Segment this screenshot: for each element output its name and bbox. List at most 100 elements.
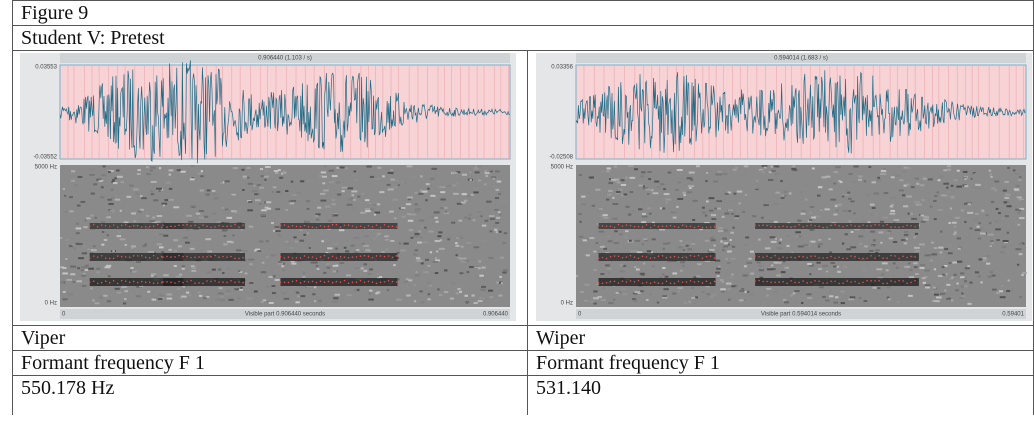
noise [1006, 205, 1012, 208]
formant-dot [218, 281, 220, 283]
noise [627, 213, 632, 216]
noise [159, 233, 164, 236]
noise [944, 195, 951, 198]
noise [86, 217, 91, 220]
noise [909, 268, 913, 271]
noise [278, 218, 282, 221]
noise [275, 171, 279, 174]
formant-dot [198, 282, 200, 284]
noise [1018, 243, 1024, 246]
noise [195, 212, 201, 215]
noise [90, 228, 96, 231]
noise [957, 247, 961, 250]
noise [124, 290, 129, 293]
noise [901, 194, 906, 197]
formant-dot [178, 254, 180, 257]
noise [478, 179, 482, 182]
noise [339, 262, 345, 265]
noise [773, 290, 778, 293]
noise [120, 181, 125, 184]
noise [848, 298, 855, 301]
noise [499, 275, 502, 278]
noise [648, 212, 652, 215]
noise [677, 197, 684, 200]
noise [893, 219, 900, 222]
noise [905, 218, 911, 221]
noise [489, 230, 493, 233]
formant-dot [661, 282, 664, 285]
noise [964, 177, 967, 180]
noise [830, 262, 835, 265]
formant-dot [327, 225, 330, 228]
noise [648, 178, 651, 181]
noise [416, 259, 423, 262]
formant-dot [858, 282, 860, 285]
noise [999, 296, 1006, 299]
noise [247, 182, 254, 185]
formant-dot [886, 282, 888, 285]
noise [169, 198, 174, 201]
formant-dot [633, 256, 636, 258]
noise [427, 187, 430, 190]
amplitude-top: 0.03356 [551, 65, 573, 71]
formant-dot [279, 281, 282, 283]
formant-dot [140, 254, 143, 257]
noise [213, 197, 219, 200]
noise [185, 228, 190, 231]
formant-dot [597, 281, 600, 284]
formant-dot [295, 279, 298, 282]
noise [306, 207, 310, 210]
noise [105, 264, 112, 267]
noise [593, 269, 598, 272]
formant-dot [802, 226, 804, 228]
noise [259, 267, 264, 270]
noise [474, 265, 479, 268]
noise [641, 215, 648, 218]
noise [365, 249, 369, 252]
noise [974, 172, 980, 175]
noise [333, 213, 338, 216]
formant-dot [854, 225, 856, 227]
noise [873, 239, 876, 242]
noise [260, 300, 265, 303]
noise [940, 230, 943, 233]
noise [612, 217, 618, 220]
noise [179, 273, 183, 276]
noise [112, 178, 116, 181]
noise [285, 189, 289, 192]
noise [838, 179, 841, 182]
noise [239, 271, 243, 274]
formant-dot [605, 225, 608, 228]
noise [941, 194, 947, 197]
noise [315, 213, 321, 216]
noise [83, 226, 88, 229]
formant-dot [88, 257, 91, 259]
noise [232, 167, 238, 170]
formant-dot [894, 281, 896, 283]
noise [156, 201, 160, 204]
noise [940, 255, 946, 258]
formant-dot [234, 257, 236, 260]
noise [130, 246, 134, 249]
noise [709, 192, 713, 195]
noise [974, 213, 979, 216]
noise [763, 166, 767, 169]
formant-dot [315, 226, 318, 229]
noise [880, 172, 886, 175]
formant-dot [242, 281, 244, 284]
noise [434, 216, 439, 219]
noise [72, 173, 77, 176]
noise [989, 173, 992, 176]
noise [370, 239, 373, 242]
noise [336, 166, 343, 169]
noise [947, 252, 953, 255]
noise [116, 175, 123, 178]
noise [224, 292, 231, 295]
noise [1004, 196, 1010, 199]
noise [492, 177, 495, 180]
noise [924, 269, 930, 272]
noise [224, 180, 230, 183]
formant-dot [156, 282, 159, 284]
noise [976, 225, 980, 228]
noise [300, 295, 306, 298]
